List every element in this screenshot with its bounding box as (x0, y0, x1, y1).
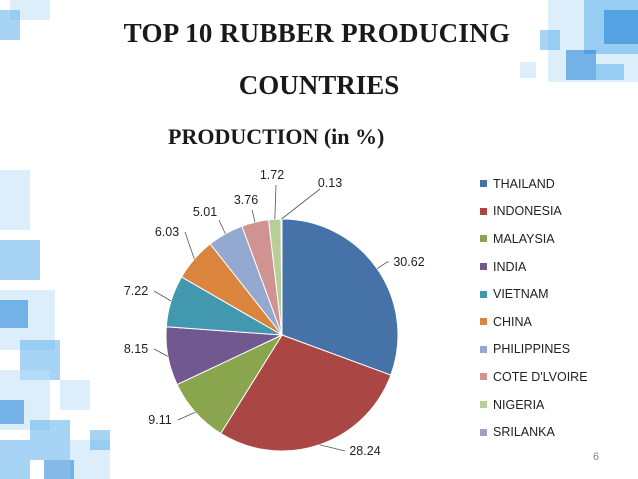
decor-square (596, 64, 624, 80)
legend-item: VIETNAM (480, 280, 588, 308)
data-label: 8.15 (124, 342, 148, 356)
legend-label: THAILAND (493, 176, 555, 191)
legend-item: THAILAND (480, 170, 588, 198)
slide-number: 6 (593, 451, 600, 463)
decor-square (0, 440, 30, 479)
leader-line (251, 209, 256, 223)
page-title-line2: COUNTRIES (238, 70, 400, 100)
data-label: 28.24 (349, 444, 380, 458)
decor-square (60, 380, 90, 410)
page-title: TOP 10 RUBBER PRODUCING (123, 18, 511, 48)
decor-square (540, 30, 560, 50)
legend-item: INDIA (480, 253, 588, 281)
legend-label: VIETNAM (493, 287, 549, 302)
legend-label: INDONESIA (493, 204, 562, 219)
legend-item: NIGERIA (480, 391, 588, 419)
data-label: 9.11 (148, 413, 171, 427)
decor-square (0, 10, 20, 40)
decor-square (0, 300, 28, 328)
data-label: 7.22 (124, 284, 148, 298)
legend-item: CHINA (480, 308, 588, 336)
legend-swatch (480, 180, 487, 188)
chart-title: PRODUCTION (in %) (168, 124, 385, 149)
legend-swatch (480, 373, 487, 381)
data-label: 1.72 (260, 168, 284, 182)
decor-square (520, 62, 536, 78)
legend-item: PHILIPPINES (480, 336, 588, 364)
legend-swatch (480, 263, 487, 271)
legend-swatch (480, 401, 487, 409)
decor-square (10, 0, 50, 20)
leader-line (153, 348, 169, 357)
leader-line (274, 184, 277, 220)
leader-line (153, 290, 172, 302)
legend-label: INDIA (493, 259, 527, 274)
leader-line (218, 219, 226, 234)
chart-legend: THAILAND INDONESIA MALAYSIA INDIA VIETNAM CHI… (480, 170, 588, 446)
leader-line (319, 444, 346, 452)
legend-label: CHINA (493, 314, 532, 329)
legend-swatch (480, 428, 487, 436)
decor-square (90, 430, 110, 450)
legend-swatch (480, 318, 487, 326)
leader-line (177, 411, 196, 421)
decor-square (44, 460, 74, 479)
legend-item: COTE D'LVOIRE (480, 363, 588, 391)
data-label: 30.62 (393, 255, 424, 269)
decor-square (604, 10, 638, 44)
legend-label: PHILIPPINES (493, 342, 571, 357)
decor-square (0, 400, 24, 424)
legend-label: SRILANKA (493, 425, 555, 440)
data-label: 6.03 (155, 225, 179, 239)
decor-square (0, 240, 40, 280)
decor-square (566, 50, 596, 80)
leader-line (281, 188, 321, 220)
decor-square (0, 170, 30, 230)
legend-swatch (480, 290, 487, 298)
legend-swatch (480, 207, 487, 215)
legend-swatch (480, 235, 487, 243)
legend-item: MALAYSIA (480, 225, 588, 253)
data-label: 3.76 (234, 193, 258, 207)
pie-slice-thailand (281, 218, 399, 376)
decor-square (30, 420, 70, 460)
legend-label: MALAYSIA (493, 231, 555, 246)
legend-label: COTE D'LVOIRE (493, 369, 588, 384)
pie-slice-indonesia (219, 334, 392, 452)
legend-item: SRILANKA (480, 418, 588, 446)
leader-line (184, 231, 195, 260)
data-label: 0.13 (318, 176, 342, 190)
leader-line (376, 261, 389, 269)
legend-item: INDONESIA (480, 198, 588, 226)
data-label: 5.01 (193, 205, 217, 219)
legend-swatch (480, 345, 487, 353)
legend-label: NIGERIA (493, 397, 545, 412)
